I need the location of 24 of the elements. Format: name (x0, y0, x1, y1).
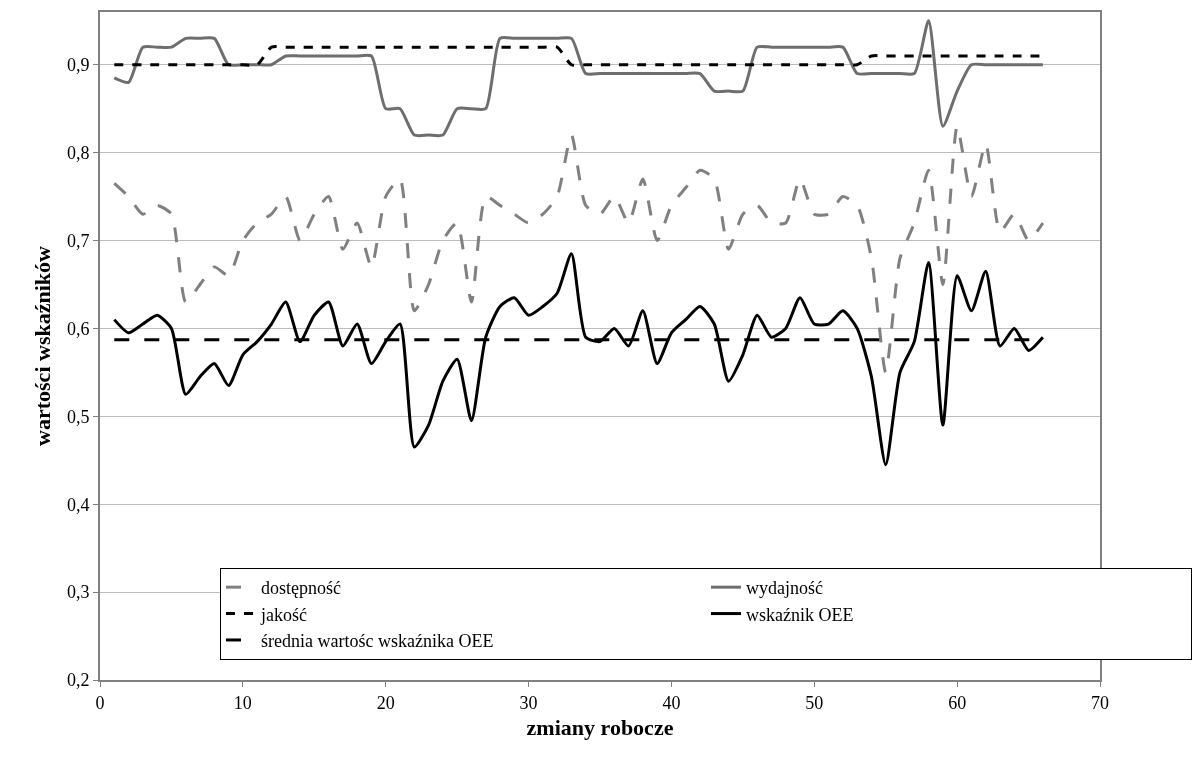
x-tick-label: 50 (805, 692, 824, 713)
y-tick-label: 0,8 (66, 142, 90, 163)
y-tick-label: 0,5 (66, 406, 90, 427)
y-tick-label: 0,4 (66, 494, 90, 515)
line-series (112, 19, 1045, 138)
x-tick-label: 70 (1091, 692, 1109, 713)
legend-label: wydajność (746, 578, 823, 599)
y-tick-label: 0,9 (66, 55, 90, 76)
y-tick-label: 0,6 (66, 318, 90, 339)
legend-label: jakość (260, 604, 307, 625)
x-tick-label: 0 (95, 692, 105, 713)
legend-label: średnia wartośc wskaźnika OEE (261, 630, 494, 651)
legend-label: dostępność (261, 578, 341, 599)
y-tick-label: 0,3 (66, 582, 90, 603)
x-axis-title: zmiany robocze (526, 715, 674, 740)
x-tick-label: 30 (519, 692, 538, 713)
x-tick-label: 10 (233, 692, 252, 713)
legend-label: wskaźnik OEE (746, 604, 854, 625)
y-tick-label: 0,2 (66, 670, 90, 691)
x-tick-label: 40 (662, 692, 681, 713)
x-tick-label: 20 (376, 692, 395, 713)
y-axis-title: wartości wskaźników (30, 245, 56, 446)
y-tick-label: 0,7 (66, 230, 90, 251)
x-tick-label: 60 (948, 692, 967, 713)
